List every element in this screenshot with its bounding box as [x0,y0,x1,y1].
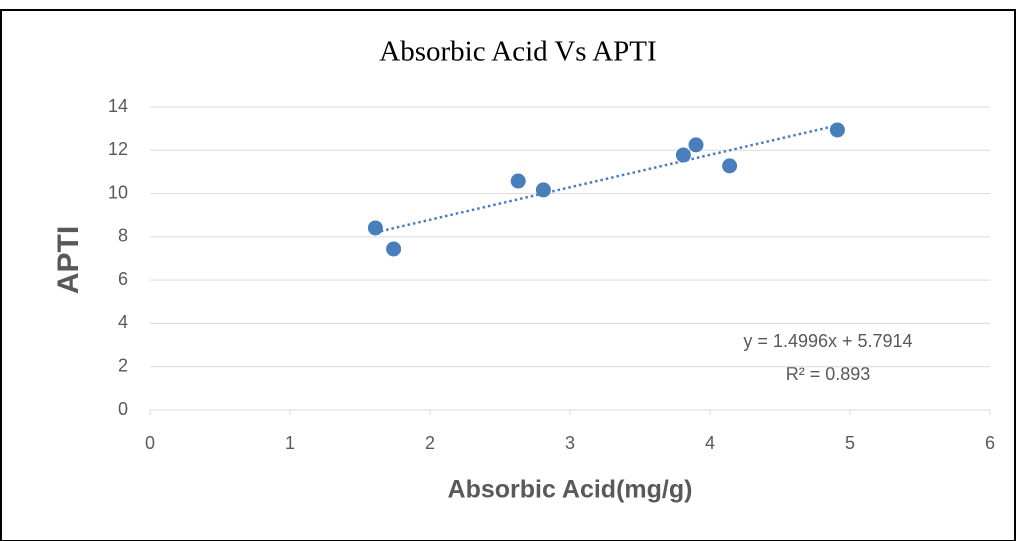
y-tick-label: 12 [108,139,128,159]
x-tick-label: 6 [985,433,995,453]
y-axis-label: APTI [52,226,85,294]
trendline-r2: R² = 0.893 [786,364,871,384]
point [510,173,526,189]
y-tick-label: 8 [118,226,128,246]
trendline [375,124,838,234]
y-tick-label: 10 [108,182,128,202]
chart-frame [0,9,1016,541]
point [367,220,383,236]
trendline-equation: y = 1.4996x + 5.7914 [743,331,912,351]
y-tick-label: 2 [118,355,128,375]
point [675,147,691,163]
x-tick-label: 4 [705,433,715,453]
point [722,158,738,174]
x-axis-label: Absorbic Acid(mg/g) [448,476,693,504]
y-tick-label: 4 [118,312,128,332]
y-tick-label: 6 [118,269,128,289]
x-tick-label: 2 [425,433,435,453]
x-tick-label: 3 [565,433,575,453]
chart-title: Absorbic Acid Vs APTI [379,36,656,68]
point [386,241,402,257]
point [829,122,845,138]
x-tick-label: 0 [145,433,155,453]
point [535,182,551,198]
point [688,137,704,153]
x-tick-label: 1 [285,433,295,453]
y-tick-label: 14 [108,96,128,116]
x-tick-label: 5 [845,433,855,453]
y-tick-label: 0 [118,399,128,419]
